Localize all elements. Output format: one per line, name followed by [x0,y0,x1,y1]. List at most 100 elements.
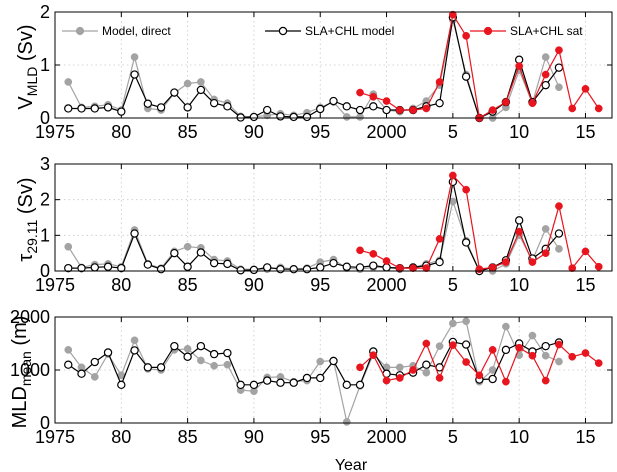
data-point-sla-chl-model [117,380,126,390]
data-point-sla-chl-model [64,360,73,369]
x-tick-label: 85 [178,122,198,142]
data-point-sla-chl-sat [356,363,364,372]
x-tick-label: 2000 [367,427,407,447]
data-point-sla-chl-model [302,112,312,122]
data-point-sla-chl-sat [541,376,550,385]
x-tick-label: 10 [509,275,529,295]
data-point-sla-chl-model [342,380,351,390]
x-tick-label: 80 [111,275,131,295]
data-point-sla-chl-model [209,258,219,268]
x-tick-label: 5 [448,122,458,142]
data-point-sla-chl-model [289,112,298,122]
x-tick-label: 95 [310,275,330,295]
data-point-sla-chl-model [249,112,259,122]
data-point-model-direct [316,357,325,366]
y-tick-label: 2 [40,190,50,210]
data-point-sla-chl-sat [555,340,563,349]
x-tick-label: 15 [575,122,595,142]
data-point-sla-chl-sat [409,366,417,374]
data-point-sla-chl-sat [462,32,470,40]
data-point-model-direct [462,317,470,326]
data-point-sla-chl-model [156,265,166,274]
data-point-sla-chl-model [276,265,285,274]
data-point-sla-chl-sat [369,92,378,101]
legend-marker-model-direct [75,26,85,36]
legend-label-model-direct: Model, direct [102,24,171,38]
series-line-model-direct [67,199,560,272]
data-point-sla-chl-model [329,96,338,106]
x-tick-label: 5 [448,275,458,295]
data-point-sla-chl-model [369,261,378,270]
x-tick-label: 95 [310,427,330,447]
data-point-sla-chl-sat [541,70,550,79]
data-point-sla-chl-model [196,248,206,257]
data-point-sla-chl-model [130,229,139,238]
data-point-sla-chl-model [448,177,458,187]
data-point-sla-chl-model [223,259,232,269]
data-point-sla-chl-model [143,99,153,108]
y-tick-label: 1 [40,55,50,75]
data-point-sla-chl-model [249,265,259,275]
data-point-sla-chl-model [289,265,298,274]
x-tick-label: 85 [178,427,198,447]
data-point-sla-chl-model [501,345,511,355]
data-point-sla-chl-sat [382,97,391,105]
data-point-sla-chl-model [262,263,272,272]
y-axis-label-vmld: VMLD (Sv) [15,24,40,109]
data-point-sla-chl-sat [395,106,404,114]
x-tick-label: 10 [509,427,529,447]
data-point-sla-chl-model [342,262,351,271]
series-line-sla-chl-sat [359,174,600,270]
data-point-model-direct [555,245,563,253]
data-point-sla-chl-sat [422,264,431,272]
data-point-model-direct [502,322,510,331]
x-tick-label: 90 [244,275,264,295]
data-point-sla-chl-sat [568,104,577,113]
data-point-sla-chl-model [64,104,73,113]
data-point-sla-chl-model [541,80,550,90]
x-tick-label: 95 [310,122,330,142]
data-point-sla-chl-model [90,357,99,367]
data-point-sla-chl-model [77,263,86,273]
data-point-sla-chl-model [90,104,99,113]
data-point-model-direct [210,361,218,370]
data-point-sla-chl-model [355,105,365,115]
legend-label-sla-chl-model: SLA+CHL model [305,24,394,38]
y-tick-label: 0 [40,108,50,128]
data-point-model-direct [356,113,364,121]
data-point-model-direct [64,346,73,354]
data-point-sla-chl-model [143,363,153,372]
x-tick-label: 90 [244,427,264,447]
data-point-sla-chl-sat [369,250,378,258]
data-point-sla-chl-model [289,378,298,387]
data-point-sla-chl-model [342,102,351,111]
data-point-sla-chl-model [316,373,325,383]
x-tick-label: 1975 [35,122,75,142]
x-tick-label: 5 [448,427,458,447]
x-tick-label: 2000 [367,275,407,295]
data-point-sla-chl-model [249,380,259,390]
data-point-sla-chl-model [130,70,139,79]
data-point-sla-chl-model [130,346,139,355]
data-point-sla-chl-sat [502,377,510,386]
data-point-model-direct [342,113,351,121]
data-point-sla-chl-sat [395,264,404,272]
axes-frame [54,11,613,119]
data-point-sla-chl-model [209,349,219,359]
data-point-sla-chl-model [262,105,272,115]
data-point-sla-chl-sat [488,106,497,114]
data-point-sla-chl-model [90,263,99,272]
x-tick-label: 90 [244,122,264,142]
data-point-model-direct [183,79,192,88]
y-tick-label: 0 [40,261,50,281]
data-point-sla-chl-model [355,380,365,390]
legend-label-sla-chl-sat: SLA+CHL sat [510,24,583,38]
data-point-sla-chl-sat [515,227,524,236]
data-point-sla-chl-model [64,263,73,273]
data-point-sla-chl-model [183,262,192,271]
data-point-sla-chl-model [209,98,219,108]
x-axis-label: Year [335,457,368,472]
data-point-sla-chl-model [276,378,285,387]
y-axis-label-mld: MLDmean (m) [9,316,34,429]
